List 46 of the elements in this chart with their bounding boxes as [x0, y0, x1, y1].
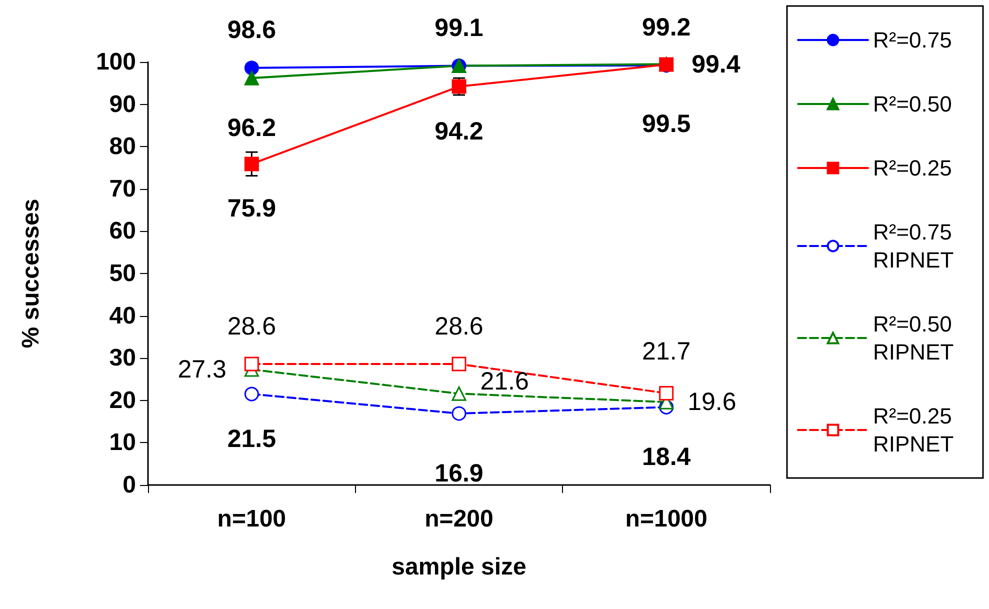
data-label: 99.1 [434, 14, 484, 42]
y-tick-label: 70 [109, 175, 136, 202]
legend-label: R²=0.75 RIPNET [873, 220, 958, 272]
legend-label: R²=0.75 [873, 28, 952, 52]
y-tick-label: 20 [109, 386, 136, 414]
data-label: 96.2 [227, 114, 276, 142]
y-tick-label: 100 [96, 48, 136, 76]
data-label: 99.5 [642, 110, 691, 138]
data-label: 19.6 [688, 388, 736, 416]
data-label: 21.6 [480, 368, 529, 396]
data-label: 99.2 [642, 14, 691, 42]
data-label: 28.6 [434, 312, 484, 340]
legend-label: R²=0.50 RIPNET [873, 312, 958, 364]
point [452, 356, 466, 372]
data-label: 98.6 [227, 16, 276, 44]
x-tick-label: n=100 [217, 506, 286, 532]
legend-label: R²=0.25 [873, 156, 952, 180]
data-label: 28.6 [227, 312, 276, 340]
point [244, 386, 259, 402]
data-label: 99.4 [692, 50, 740, 79]
point [244, 156, 259, 172]
data-label: 27.3 [178, 356, 226, 384]
data-label: 18.4 [642, 442, 691, 471]
y-tick-label: 40 [109, 302, 136, 330]
point [244, 356, 259, 372]
data-label: 94.2 [434, 117, 484, 146]
y-tick-label: 90 [109, 90, 136, 118]
data-label: 21.5 [227, 424, 276, 453]
data-label: 21.7 [642, 337, 691, 366]
legend-label: R²=0.50 [873, 92, 952, 116]
y-tick-label: 30 [109, 344, 136, 372]
y-tick-label: 50 [109, 260, 136, 287]
x-tick-label: n=200 [424, 506, 494, 532]
x-tick-label: n=1000 [625, 506, 708, 532]
legend-label: R²=0.25 RIPNET [873, 404, 958, 456]
x-axis-title: sample size [392, 554, 526, 580]
y-tick-label: 80 [109, 133, 136, 160]
point [452, 406, 466, 421]
y-tick-label: 0 [122, 472, 136, 498]
y-tick-label: 10 [109, 429, 136, 456]
y-tick-label: 60 [109, 218, 136, 245]
point [659, 386, 674, 400]
data-label: 16.9 [434, 459, 484, 488]
y-axis-title: % successes [18, 198, 44, 348]
point [452, 386, 466, 401]
data-label: 75.9 [227, 194, 276, 223]
